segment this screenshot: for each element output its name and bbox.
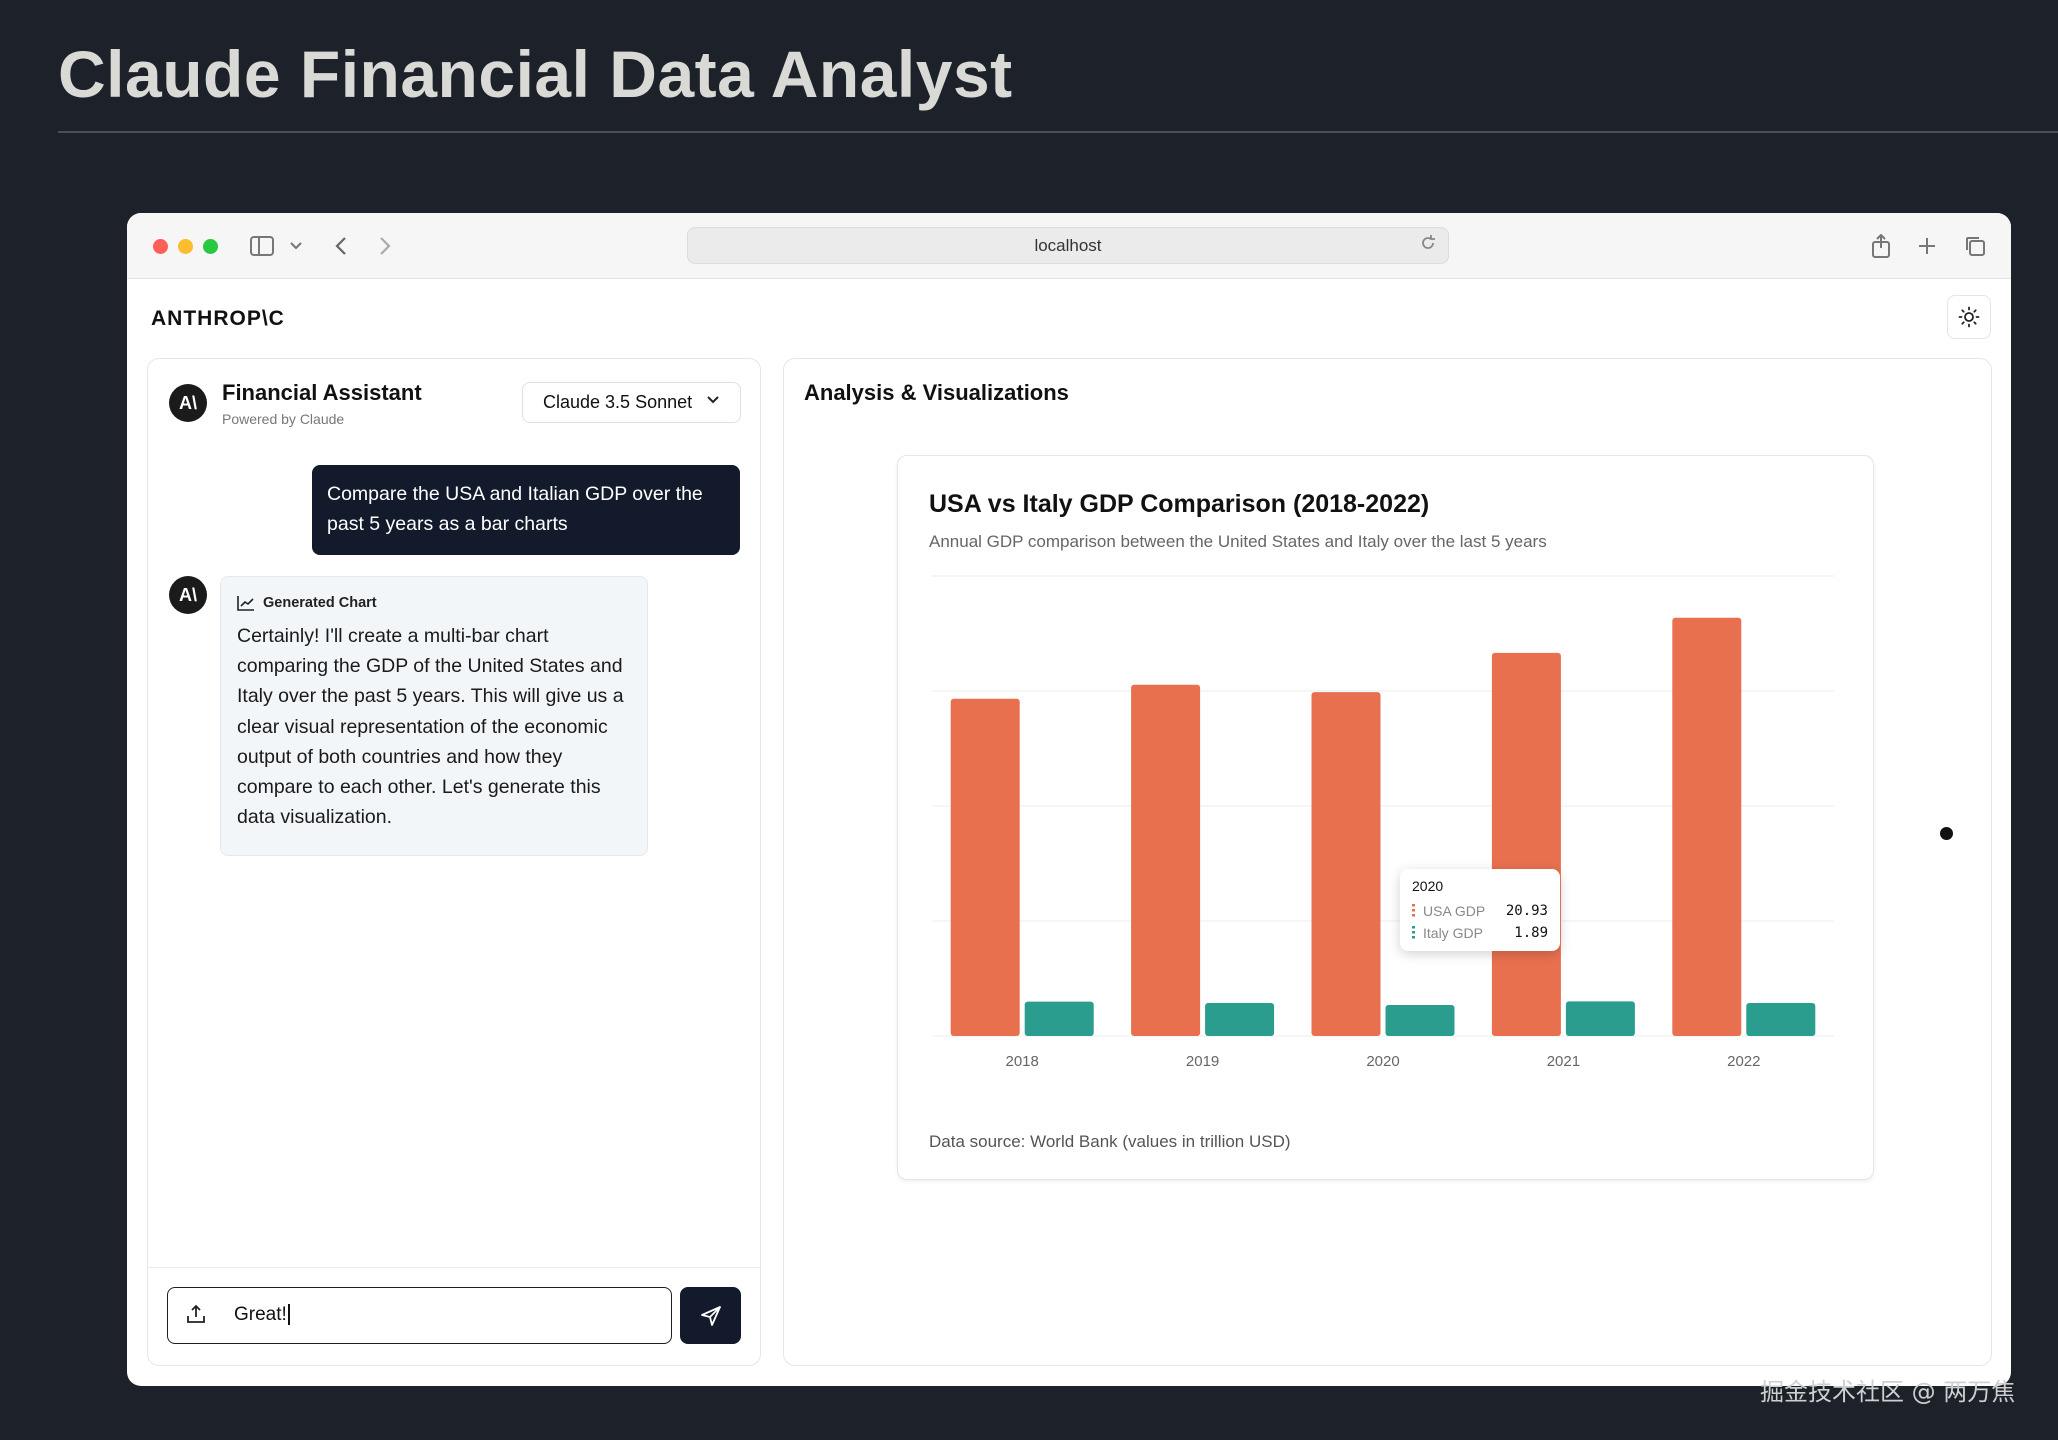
visualization-title: Analysis & Visualizations: [804, 380, 1069, 405]
visualization-panel: Analysis & Visualizations USA vs Italy G…: [783, 358, 1992, 1366]
assistant-avatar: A\: [169, 384, 207, 422]
chart-title: USA vs Italy GDP Comparison (2018-2022): [929, 490, 1430, 518]
upload-icon[interactable]: [186, 1304, 206, 1329]
bar-italy-gdp-2020[interactable]: [1385, 1004, 1455, 1036]
app-header: ANTHROP\C: [127, 279, 2011, 355]
chat-input-value: Great!: [234, 1304, 290, 1326]
send-button[interactable]: [680, 1287, 741, 1344]
page-title: Claude Financial Data Analyst: [58, 37, 1013, 111]
title-divider: [58, 131, 2058, 133]
tab-overview-icon[interactable]: [1961, 231, 1989, 261]
reload-icon[interactable]: [1420, 234, 1436, 258]
maximize-window-button[interactable]: [203, 239, 218, 254]
browser-toolbar: localhost: [127, 213, 2011, 279]
chart-footer: Data source: World Bank (values in trill…: [929, 1132, 1291, 1151]
user-message: Compare the USA and Italian GDP over the…: [312, 465, 740, 555]
assistant-message: Generated Chart Certainly! I'll create a…: [220, 576, 648, 856]
x-tick-label: 2020: [1366, 1053, 1399, 1070]
model-select[interactable]: Claude 3.5 Sonnet: [522, 382, 741, 423]
chat-input[interactable]: Great!: [167, 1287, 672, 1344]
minimize-window-button[interactable]: [178, 239, 193, 254]
chart-card: USA vs Italy GDP Comparison (2018-2022) …: [897, 455, 1874, 1180]
tooltip-italy-label: Italy GDP: [1423, 925, 1483, 941]
send-icon: [700, 1305, 721, 1326]
chart-subtitle: Annual GDP comparison between the United…: [929, 532, 1547, 551]
mouse-cursor: [1940, 827, 1953, 840]
usa-swatch: [1412, 903, 1415, 919]
chevron-down-icon[interactable]: [287, 231, 305, 261]
input-divider: [148, 1267, 760, 1268]
bar-italy-gdp-2018[interactable]: [1024, 1001, 1094, 1036]
italy-swatch: [1412, 925, 1415, 941]
generated-chart-text: Generated Chart: [263, 595, 377, 611]
watermark: 掘金技术社区 @ 两万焦: [1760, 1378, 2016, 1406]
tooltip-category: 2020: [1412, 878, 1444, 894]
url-text: localhost: [1034, 235, 1102, 255]
browser-window: localhost ANTHROP\C: [127, 213, 2011, 1386]
x-tick-label: 2022: [1727, 1053, 1760, 1070]
x-tick-label: 2018: [1006, 1053, 1039, 1070]
chat-input-text: Great!: [234, 1304, 287, 1325]
theme-toggle-button[interactable]: [1947, 295, 1991, 339]
close-window-button[interactable]: [153, 239, 168, 254]
bar-italy-gdp-2019[interactable]: [1205, 1002, 1275, 1036]
bar-italy-gdp-2021[interactable]: [1565, 1001, 1635, 1036]
bar-usa-gdp-2018[interactable]: [950, 698, 1020, 1036]
address-bar[interactable]: localhost: [687, 227, 1449, 264]
tooltip-usa-label: USA GDP: [1423, 903, 1486, 919]
assistant-message-text: Certainly! I'll create a multi-bar chart…: [237, 625, 624, 829]
bar-usa-gdp-2019[interactable]: [1131, 684, 1201, 1036]
assistant-title: Financial Assistant: [222, 380, 422, 405]
model-select-value: Claude 3.5 Sonnet: [543, 392, 693, 412]
bar-usa-gdp-2021[interactable]: [1491, 652, 1561, 1036]
tooltip-row-usa: USA GDP 20.93: [1412, 900, 1548, 922]
gdp-bar-chart: 2018 2019 2020 2021 2022: [932, 575, 1834, 1070]
forward-icon[interactable]: [373, 231, 397, 261]
chevron-down-icon: [706, 392, 720, 410]
bar-usa-gdp-2022[interactable]: [1672, 617, 1742, 1036]
text-caret: [287, 1304, 290, 1326]
chat-panel: A\ Financial Assistant Powered by Claude…: [147, 358, 761, 1366]
sun-icon: [1958, 306, 1980, 328]
share-icon[interactable]: [1867, 231, 1895, 261]
assistant-avatar: A\: [169, 576, 207, 614]
x-tick-label: 2019: [1186, 1053, 1219, 1070]
bar-usa-gdp-2020[interactable]: [1311, 692, 1381, 1036]
new-tab-icon[interactable]: [1913, 231, 1941, 261]
chart-tooltip: 2020 USA GDP 20.93 Italy GDP 1.89: [1400, 869, 1560, 951]
back-icon[interactable]: [329, 231, 353, 261]
brand-logo: ANTHROP\C: [151, 307, 285, 330]
bar-italy-gdp-2022[interactable]: [1746, 1002, 1816, 1036]
assistant-subtitle: Powered by Claude: [222, 411, 345, 427]
sidebar-toggle-icon[interactable]: [247, 231, 277, 261]
x-tick-label: 2021: [1547, 1053, 1580, 1070]
tooltip-usa-value: 20.93: [1505, 903, 1548, 919]
line-chart-icon: [237, 596, 254, 611]
generated-chart-label: Generated Chart: [237, 595, 631, 611]
tooltip-italy-value: 1.89: [1514, 925, 1548, 941]
tooltip-row-italy: Italy GDP 1.89: [1412, 922, 1548, 944]
